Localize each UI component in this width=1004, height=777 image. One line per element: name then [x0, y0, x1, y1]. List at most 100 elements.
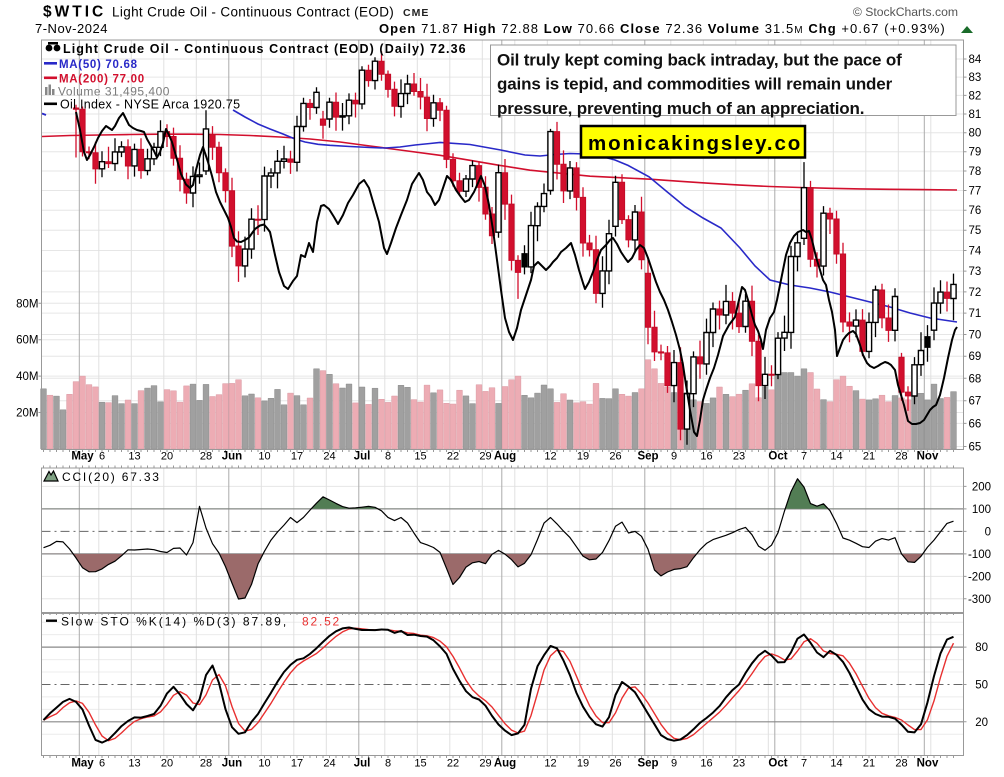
- svg-text:23: 23: [733, 451, 745, 463]
- svg-text:8: 8: [385, 451, 391, 463]
- svg-text:13: 13: [128, 758, 140, 770]
- svg-text:81: 81: [969, 109, 982, 121]
- svg-text:© StockCharts.com: © StockCharts.com: [853, 5, 958, 19]
- svg-text:Oil truly kept coming back int: Oil truly kept coming back intraday, but…: [497, 51, 902, 70]
- svg-text:24: 24: [323, 451, 335, 463]
- svg-text:10: 10: [258, 758, 270, 770]
- svg-text:14: 14: [830, 758, 842, 770]
- svg-text:Nov: Nov: [917, 758, 939, 770]
- svg-text:20: 20: [161, 758, 173, 770]
- svg-text:12: 12: [544, 758, 556, 770]
- svg-text:29: 29: [479, 758, 491, 770]
- svg-text:29: 29: [479, 451, 491, 463]
- svg-text:17: 17: [291, 758, 303, 770]
- svg-text:78: 78: [969, 166, 982, 178]
- svg-text:40M: 40M: [16, 371, 38, 383]
- svg-text:MA(50) 70.68: MA(50) 70.68: [59, 59, 138, 71]
- svg-text:73: 73: [969, 266, 982, 278]
- svg-text:80: 80: [969, 128, 982, 140]
- svg-text:28: 28: [200, 451, 212, 463]
- svg-text:28: 28: [895, 758, 907, 770]
- svg-text:16: 16: [700, 758, 712, 770]
- svg-text:CME: CME: [403, 7, 429, 19]
- svg-text:15: 15: [414, 451, 426, 463]
- svg-text:Oct: Oct: [768, 451, 787, 463]
- svg-text:Jul: Jul: [354, 451, 371, 463]
- svg-text:26: 26: [609, 451, 621, 463]
- svg-text:-100: -100: [968, 549, 991, 561]
- svg-text:-200: -200: [968, 571, 991, 583]
- svg-text:28: 28: [200, 758, 212, 770]
- svg-text:60M: 60M: [16, 335, 38, 347]
- svg-text:15: 15: [414, 758, 426, 770]
- svg-text:gains is tepid, and commoditie: gains is tepid, and commodities will rem…: [497, 75, 893, 94]
- svg-text:Oil Index - NYSE Arca 1920.75: Oil Index - NYSE Arca 1920.75: [60, 98, 240, 112]
- svg-text:9: 9: [671, 451, 677, 463]
- svg-text:66: 66: [969, 418, 982, 430]
- svg-text:26: 26: [609, 758, 621, 770]
- svg-text:68: 68: [969, 373, 982, 385]
- svg-text:10: 10: [258, 451, 270, 463]
- svg-text:Jul: Jul: [354, 758, 371, 770]
- svg-text:Slow STO %K(14) %D(3) 87.89,: Slow STO %K(14) %D(3) 87.89,: [61, 615, 288, 629]
- svg-text:-300: -300: [968, 594, 991, 606]
- svg-text:14: 14: [830, 451, 842, 463]
- svg-text:12: 12: [544, 451, 556, 463]
- svg-text:82: 82: [969, 90, 982, 102]
- svg-text:50: 50: [975, 679, 988, 691]
- svg-text:200: 200: [972, 481, 991, 493]
- svg-text:84: 84: [969, 54, 982, 66]
- svg-text:monicakingsley.co: monicakingsley.co: [588, 132, 802, 155]
- svg-text:74: 74: [969, 246, 982, 258]
- svg-text:Aug: Aug: [494, 451, 516, 463]
- svg-text:21: 21: [863, 758, 875, 770]
- svg-text:Nov: Nov: [917, 451, 939, 463]
- svg-text:May: May: [71, 451, 94, 463]
- svg-text:7-Nov-2024: 7-Nov-2024: [35, 21, 108, 36]
- svg-text:23: 23: [733, 758, 745, 770]
- svg-text:67: 67: [969, 396, 982, 408]
- svg-text:13: 13: [128, 451, 140, 463]
- svg-text:79: 79: [969, 147, 982, 159]
- svg-text:Light Crude Oil - Continuous C: Light Crude Oil - Continuous Contract (E…: [63, 42, 467, 56]
- svg-text:9: 9: [671, 758, 677, 770]
- svg-text:17: 17: [291, 451, 303, 463]
- svg-text:6: 6: [99, 758, 105, 770]
- svg-text:0: 0: [985, 526, 991, 538]
- svg-text:6: 6: [99, 451, 105, 463]
- svg-text:8: 8: [385, 758, 391, 770]
- svg-text:28: 28: [895, 451, 907, 463]
- svg-text:Open 71.87 High 72.88 Low 70.6: Open 71.87 High 72.88 Low 70.66 Close 72…: [379, 21, 946, 36]
- svg-text:Sep: Sep: [637, 758, 658, 770]
- svg-text:71: 71: [969, 308, 982, 320]
- svg-text:21: 21: [863, 451, 875, 463]
- svg-text:80: 80: [975, 642, 988, 654]
- svg-text:19: 19: [577, 451, 589, 463]
- svg-text:Light Crude Oil - Continuous C: Light Crude Oil - Continuous Contract (E…: [112, 5, 394, 20]
- svg-text:7: 7: [801, 758, 807, 770]
- svg-text:77: 77: [969, 185, 982, 197]
- svg-text:Jun: Jun: [222, 451, 242, 463]
- svg-text:pressure, preventing much of a: pressure, preventing much of an apprecia…: [497, 99, 864, 118]
- svg-text:20: 20: [975, 717, 988, 729]
- svg-text:22: 22: [447, 758, 459, 770]
- svg-text:Oct: Oct: [768, 758, 787, 770]
- svg-text:Volume 31,495,400: Volume 31,495,400: [58, 85, 170, 99]
- svg-text:20: 20: [161, 451, 173, 463]
- svg-text:24: 24: [323, 758, 335, 770]
- svg-text:69: 69: [969, 351, 982, 363]
- svg-text:72: 72: [969, 287, 982, 299]
- svg-text:75: 75: [969, 225, 982, 237]
- svg-text:76: 76: [969, 205, 982, 217]
- svg-text:83: 83: [969, 72, 982, 84]
- svg-text:MA(200) 77.00: MA(200) 77.00: [59, 74, 145, 86]
- svg-text:20M: 20M: [16, 408, 38, 420]
- svg-text:Jun: Jun: [222, 758, 242, 770]
- svg-text:16: 16: [700, 451, 712, 463]
- svg-text:65: 65: [969, 441, 982, 453]
- svg-text:100: 100: [972, 504, 991, 516]
- svg-text:7: 7: [801, 451, 807, 463]
- svg-text:May: May: [71, 758, 94, 770]
- svg-text:Aug: Aug: [494, 758, 516, 770]
- svg-text:Sep: Sep: [637, 451, 658, 463]
